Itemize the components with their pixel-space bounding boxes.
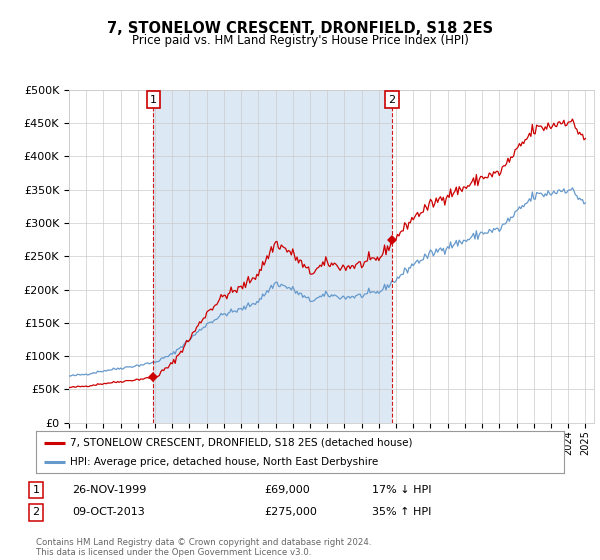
- Text: 1: 1: [32, 485, 40, 495]
- Text: Contains HM Land Registry data © Crown copyright and database right 2024.
This d: Contains HM Land Registry data © Crown c…: [36, 538, 371, 557]
- Text: 1: 1: [150, 95, 157, 105]
- Text: 09-OCT-2013: 09-OCT-2013: [72, 507, 145, 517]
- Text: HPI: Average price, detached house, North East Derbyshire: HPI: Average price, detached house, Nort…: [70, 457, 379, 467]
- Text: 7, STONELOW CRESCENT, DRONFIELD, S18 2ES (detached house): 7, STONELOW CRESCENT, DRONFIELD, S18 2ES…: [70, 437, 413, 447]
- Text: 2: 2: [32, 507, 40, 517]
- Text: 35% ↑ HPI: 35% ↑ HPI: [372, 507, 431, 517]
- Text: Price paid vs. HM Land Registry's House Price Index (HPI): Price paid vs. HM Land Registry's House …: [131, 34, 469, 46]
- Text: £275,000: £275,000: [264, 507, 317, 517]
- Text: 26-NOV-1999: 26-NOV-1999: [72, 485, 146, 495]
- Text: 7, STONELOW CRESCENT, DRONFIELD, S18 2ES: 7, STONELOW CRESCENT, DRONFIELD, S18 2ES: [107, 21, 493, 36]
- Text: £69,000: £69,000: [264, 485, 310, 495]
- Bar: [154, 90, 392, 423]
- Text: 2: 2: [389, 95, 395, 105]
- Text: 17% ↓ HPI: 17% ↓ HPI: [372, 485, 431, 495]
